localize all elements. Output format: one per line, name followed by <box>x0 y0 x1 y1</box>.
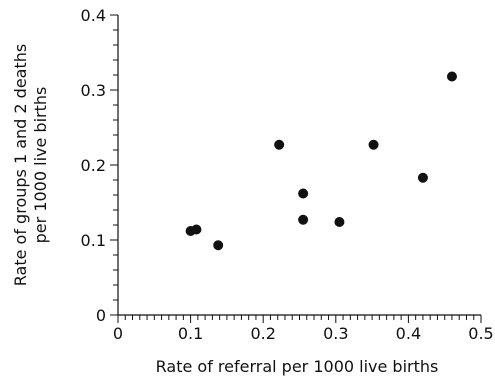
x-axis-ticks: 0 0.1 0.2 0.3 0.4 0.5 <box>113 315 494 343</box>
x-tick-label: 0.2 <box>250 324 275 343</box>
x-tick-label: 0.1 <box>178 324 203 343</box>
y-tick-label: 0.3 <box>81 81 106 100</box>
data-point <box>298 188 309 199</box>
data-point <box>213 240 224 251</box>
y-axis-ticks: 0 0.1 0.2 0.3 0.4 <box>81 6 118 325</box>
x-tick-label: 0.4 <box>396 324 421 343</box>
y-axis-title-line-2: per 1000 live births <box>31 87 50 244</box>
y-tick-label: 0.1 <box>81 231 106 250</box>
data-point <box>274 139 285 150</box>
data-points <box>185 71 457 251</box>
data-point <box>298 214 309 225</box>
axes <box>117 15 481 316</box>
data-point <box>446 71 457 82</box>
y-tick-label: 0 <box>96 306 106 325</box>
data-point <box>334 217 345 227</box>
y-axis-title: Rate of groups 1 and 2 deaths per 1000 l… <box>11 44 50 286</box>
y-axis-title-line-1: Rate of groups 1 and 2 deaths <box>11 44 30 286</box>
x-tick-label: 0 <box>113 324 123 343</box>
x-tick-label: 0.5 <box>468 324 493 343</box>
y-tick-label: 0.2 <box>81 156 106 175</box>
data-point <box>368 139 379 150</box>
data-point <box>417 172 428 183</box>
x-axis-title: Rate of referral per 1000 live births <box>156 357 439 376</box>
y-tick-label: 0.4 <box>81 6 106 25</box>
data-point <box>191 224 202 235</box>
x-tick-label: 0.3 <box>323 324 348 343</box>
